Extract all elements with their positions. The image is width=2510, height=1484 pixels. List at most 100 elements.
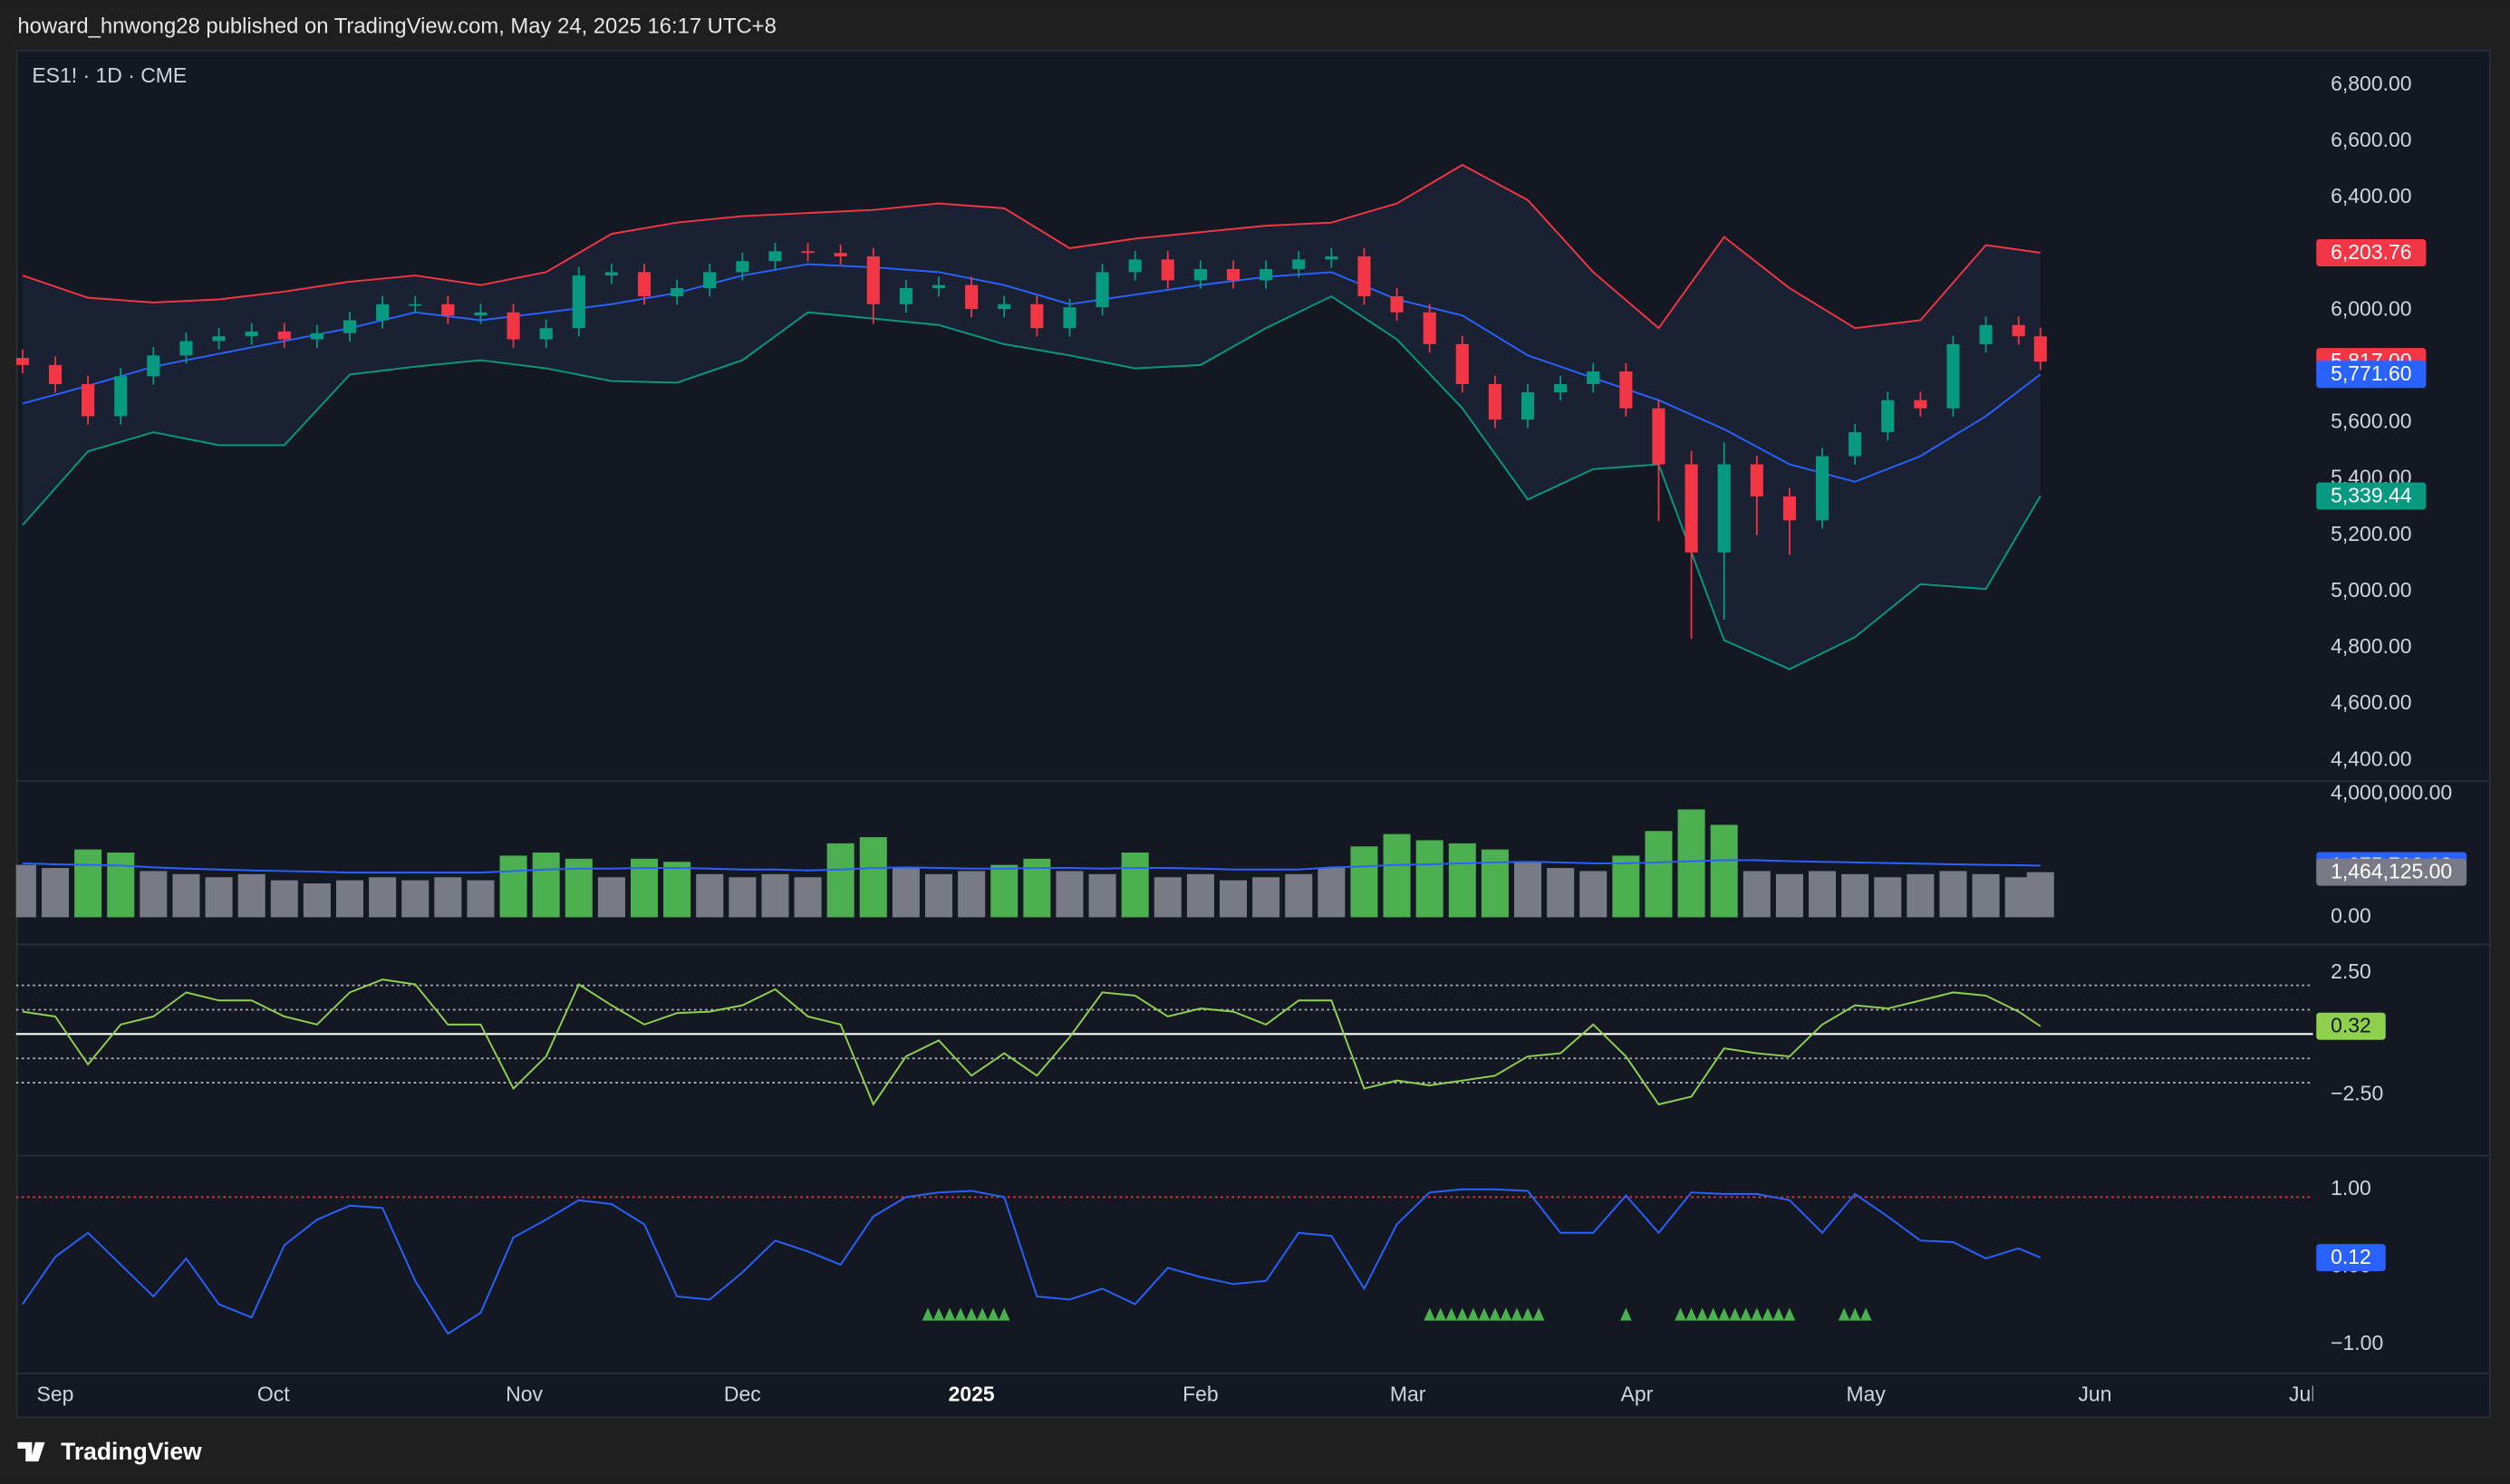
candle-body <box>441 304 455 316</box>
candle-body <box>48 364 63 384</box>
candle-body <box>1488 383 1501 420</box>
y-tick-label: 6,600.00 <box>2331 128 2411 151</box>
volume-bar <box>467 880 495 918</box>
signal-triangle <box>1478 1307 1491 1321</box>
x-tick-label: May <box>1846 1383 1886 1406</box>
volume-bar <box>401 880 430 918</box>
signal-triangle <box>1445 1307 1458 1321</box>
x-tick-label: Sep <box>37 1383 74 1406</box>
volume-bar <box>434 877 462 918</box>
volume-bar <box>1481 849 1509 918</box>
signal-triangle <box>1511 1307 1523 1321</box>
price-tag: 5,771.60 <box>2316 361 2427 389</box>
candle-body <box>277 331 291 340</box>
volume-bar <box>1220 880 1248 918</box>
candle-body <box>1357 255 1371 297</box>
price-tag: 0.12 <box>2316 1244 2386 1272</box>
candle-body <box>1881 400 1895 433</box>
candle-body <box>1423 312 1436 344</box>
candle-body <box>1260 268 1273 281</box>
candle-body <box>2033 336 2047 362</box>
volume-bar <box>1939 871 1967 918</box>
x-tick-label: Dec <box>724 1383 761 1406</box>
pane-plot <box>15 809 2054 918</box>
signal-triangle <box>1532 1307 1545 1321</box>
volume-bar <box>1383 834 1411 918</box>
y-tick-label: 0.00 <box>2331 904 2371 928</box>
volume-bar <box>1809 871 1837 918</box>
signal-triangle <box>1696 1307 1708 1321</box>
volume-bar <box>1710 824 1738 918</box>
volume-bar <box>2026 872 2054 918</box>
price-tag-label: 1,464,125.00 <box>2331 860 2452 883</box>
candle-body <box>1750 464 1763 496</box>
volume-bar <box>1514 862 1542 918</box>
candle-body <box>1815 456 1829 521</box>
volume-bar <box>1841 873 1869 918</box>
signal-triangle <box>1772 1307 1785 1321</box>
volume-bar <box>1579 871 1607 918</box>
candle-body <box>15 358 29 365</box>
candle-body <box>1161 259 1174 281</box>
candle-body <box>834 253 847 256</box>
candle-body <box>376 304 390 321</box>
volume-bar <box>1677 809 1705 918</box>
signal-triangle <box>1424 1307 1436 1321</box>
volume-bar <box>892 868 920 918</box>
price-tag-label: 5,771.60 <box>2331 361 2411 385</box>
y-tick-label: −1.00 <box>2331 1331 2383 1354</box>
signal-triangle <box>954 1307 967 1321</box>
signal-triangle <box>1707 1307 1720 1321</box>
y-tick-label: 6,800.00 <box>2331 72 2411 95</box>
signal-triangle <box>1521 1307 1534 1321</box>
price-tag-box <box>2316 858 2467 886</box>
price-tag-label: 0.12 <box>2331 1245 2371 1268</box>
x-tick-label: Apr <box>1621 1383 1654 1406</box>
volume-bar <box>172 873 200 918</box>
volume-ma-line <box>22 859 2041 874</box>
volume-bar <box>74 849 102 918</box>
x-axis: Sep Oct Nov Dec 2025 Feb Mar Apr May Jun Jul <box>37 1383 2313 1406</box>
candle-body <box>932 284 946 289</box>
volume-bar <box>1318 868 1346 918</box>
candle-body <box>1390 296 1404 313</box>
volume-bar <box>1056 871 1084 918</box>
candle-body <box>310 332 323 340</box>
candle-body <box>899 288 912 304</box>
price-tag-label: 5,339.44 <box>2331 483 2412 506</box>
y-tick-label: 4,000,000.00 <box>2331 780 2452 804</box>
candle-body <box>637 272 652 297</box>
candle-body <box>572 275 585 329</box>
candle-body <box>1946 343 1960 409</box>
volume-bar <box>1252 877 1280 918</box>
signal-triangle <box>1434 1307 1447 1321</box>
volume-bar <box>1350 846 1378 918</box>
volume-bar <box>761 873 789 918</box>
candle-body <box>1914 400 1927 409</box>
candle-body <box>604 272 618 276</box>
candle-body <box>1587 371 1600 384</box>
volume-bar <box>1972 873 2000 918</box>
volume-bar <box>597 877 625 918</box>
volume-bar <box>958 871 986 918</box>
volume-bar <box>1907 873 1935 918</box>
pane-plot <box>15 978 2313 1107</box>
volume-bar <box>1645 831 1673 918</box>
volume-bar <box>696 873 724 918</box>
volume-bar <box>303 883 331 918</box>
candle-body <box>703 272 717 289</box>
candle-body <box>1096 272 1109 308</box>
candle-body <box>114 376 128 417</box>
volume-bar <box>1285 873 1313 918</box>
candle-body <box>179 341 193 356</box>
volume-bar <box>990 864 1018 918</box>
price-tag-box <box>2316 1244 2386 1272</box>
volume-bar <box>335 880 364 918</box>
price-tag: 5,339.44 <box>2316 482 2427 510</box>
band-line <box>22 163 2041 330</box>
pane-plot <box>15 163 2047 670</box>
candle-body <box>1455 343 1469 384</box>
signal-triangle <box>1729 1307 1742 1321</box>
